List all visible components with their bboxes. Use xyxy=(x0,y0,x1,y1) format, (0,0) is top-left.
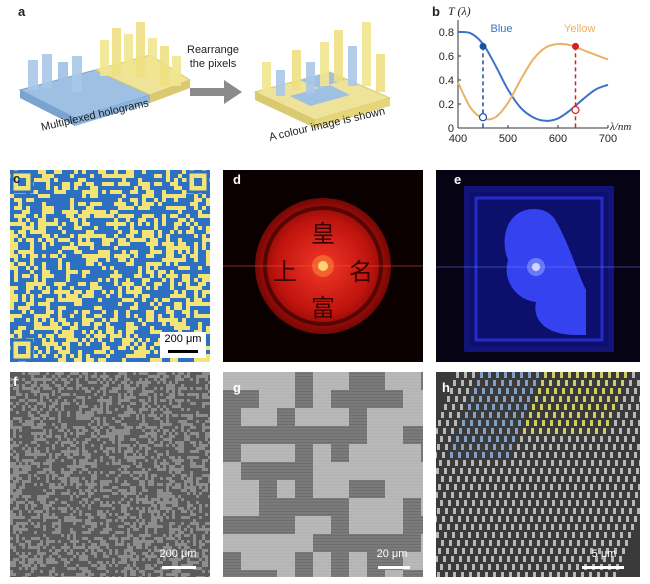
panel-g-label: g xyxy=(233,380,241,395)
x-tick-label: 700 xyxy=(599,133,617,145)
panel-e-label: e xyxy=(454,172,462,187)
panel-d-label: d xyxy=(233,172,241,187)
marker-open-point xyxy=(571,105,580,115)
scale-bar-c xyxy=(168,350,198,353)
panel-f-label: f xyxy=(13,374,18,389)
sem-pattern-h xyxy=(436,372,640,577)
hologram-pattern-image xyxy=(10,170,210,362)
transmission-chart: 400 500 600 700 0 0.2 0.4 0.6 0.8 Blue Yellow T (λ)… xyxy=(439,4,632,145)
scale-text-f: 200 μm xyxy=(159,548,197,560)
arrow-text-line2: the pixels xyxy=(189,58,237,70)
red-seal-image xyxy=(223,198,423,334)
y-tick-label: 0 xyxy=(448,123,454,135)
marker-open-point xyxy=(478,113,488,122)
panel-c-hologram-pattern: c 200 μm xyxy=(10,170,210,362)
blue-stamp-image xyxy=(436,186,640,352)
marker-filled-point xyxy=(572,42,579,50)
scale-bar-g xyxy=(378,566,410,569)
scale-text-c: 200 μm xyxy=(164,333,202,345)
scale-bar-f xyxy=(162,566,196,569)
panel-d-red-reconstruction: 皇 名 富 上 d xyxy=(223,170,423,362)
x-tick-label: 400 xyxy=(449,133,467,145)
panel-h-sem-image: h 5 μm xyxy=(436,372,640,577)
rearrange-arrow-icon xyxy=(190,80,242,104)
panel-a-figure xyxy=(18,22,392,128)
yellow-series-label: Yellow xyxy=(564,23,595,35)
y-tick-label: 0.8 xyxy=(439,27,454,39)
panel-f-sem-image: f 200 μm xyxy=(10,372,210,577)
panel-e-blue-reconstruction: e xyxy=(436,170,640,362)
x-tick-label: 600 xyxy=(549,133,567,145)
panel-b-label: b xyxy=(432,4,440,19)
scale-bar-h xyxy=(582,566,624,569)
scale-text-g: 20 μm xyxy=(376,548,408,560)
panel-c-label: c xyxy=(13,171,21,186)
panel-g-sem-image: g 20 μm xyxy=(223,372,423,577)
y-tick-label: 0.2 xyxy=(439,99,454,111)
panel-h-label: h xyxy=(442,380,450,395)
seal-char-top: 皇 xyxy=(311,220,335,248)
series-line-yellow xyxy=(457,42,609,121)
sem-pattern-g xyxy=(223,372,423,577)
scale-box-c xyxy=(160,332,206,358)
blue-series-label: Blue xyxy=(491,23,513,35)
scale-text-h: 5 μm xyxy=(591,548,617,560)
marker-filled-point xyxy=(479,42,487,50)
seal-char-bottom: 富 xyxy=(311,294,335,322)
x-tick-label: 500 xyxy=(499,133,517,145)
y-axis-label: T (λ) xyxy=(448,4,471,18)
y-tick-label: 0.6 xyxy=(439,51,454,63)
panel-a-label: a xyxy=(18,4,26,19)
colour-image-illustration xyxy=(253,22,392,128)
multiplexed-holograms-illustration xyxy=(18,22,192,126)
seal-char-left: 上 xyxy=(273,258,297,286)
arrow-text-line1: Rearrange xyxy=(187,44,239,56)
sem-pattern-f xyxy=(10,372,210,577)
x-axis-label: λ/nm xyxy=(609,121,631,133)
y-tick-label: 0.4 xyxy=(439,75,454,87)
seal-char-right: 名 xyxy=(349,258,373,286)
